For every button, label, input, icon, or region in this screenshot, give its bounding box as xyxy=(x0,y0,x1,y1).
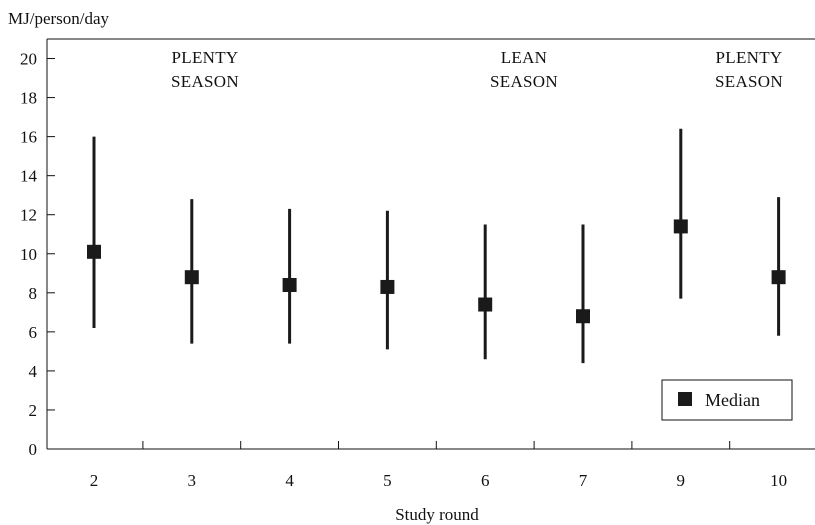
median-marker xyxy=(184,270,199,285)
median-marker xyxy=(282,278,297,292)
season-label: PLENTY xyxy=(716,48,783,67)
y-tick-label: 20 xyxy=(20,50,37,69)
x-tick-label: 6 xyxy=(481,471,490,490)
legend: Median xyxy=(661,379,793,421)
y-tick-label: 6 xyxy=(29,323,38,342)
y-axis: 0 2 4 6 8 10 12 14 16 18 20 xyxy=(20,50,55,459)
median-marker xyxy=(478,297,493,312)
y-tick-label: 8 xyxy=(29,284,38,303)
x-tick-label: 7 xyxy=(579,471,588,490)
season-label: SEASON xyxy=(171,72,239,91)
series-median xyxy=(87,128,786,364)
y-tick-label: 2 xyxy=(29,401,38,420)
y-tick-label: 0 xyxy=(29,440,38,459)
y-tick-label: 16 xyxy=(20,128,37,147)
y-tick-label: 12 xyxy=(20,206,37,225)
season-label: PLENTY xyxy=(172,48,239,67)
season-label: LEAN xyxy=(501,48,548,67)
legend-label: Median xyxy=(705,390,760,410)
x-tick-label: 5 xyxy=(383,471,392,490)
median-marker xyxy=(771,270,786,285)
median-marker xyxy=(87,244,101,259)
median-marker xyxy=(380,279,395,294)
median-marker xyxy=(673,219,688,234)
legend-marker xyxy=(678,392,692,406)
y-tick-label: 10 xyxy=(20,245,37,264)
x-axis: 2 3 4 5 6 7 9 10 xyxy=(90,441,787,490)
y-tick-label: 4 xyxy=(29,362,38,381)
x-tick-label: 9 xyxy=(677,471,686,490)
y-tick-label: 14 xyxy=(20,167,38,186)
x-axis-title: Study round xyxy=(395,505,479,524)
x-tick-label: 4 xyxy=(285,471,294,490)
plot-frame xyxy=(46,38,815,450)
season-label: SEASON xyxy=(490,72,558,91)
median-marker xyxy=(576,309,590,324)
y-tick-label: 18 xyxy=(20,89,37,108)
x-tick-label: 10 xyxy=(770,471,787,490)
y-axis-title: MJ/person/day xyxy=(8,9,110,28)
season-label: SEASON xyxy=(715,72,783,91)
x-tick-label: 2 xyxy=(90,471,99,490)
x-tick-label: 3 xyxy=(188,471,197,490)
season-annotations: PLENTY SEASON LEAN SEASON PLENTY SEASON xyxy=(171,48,783,91)
